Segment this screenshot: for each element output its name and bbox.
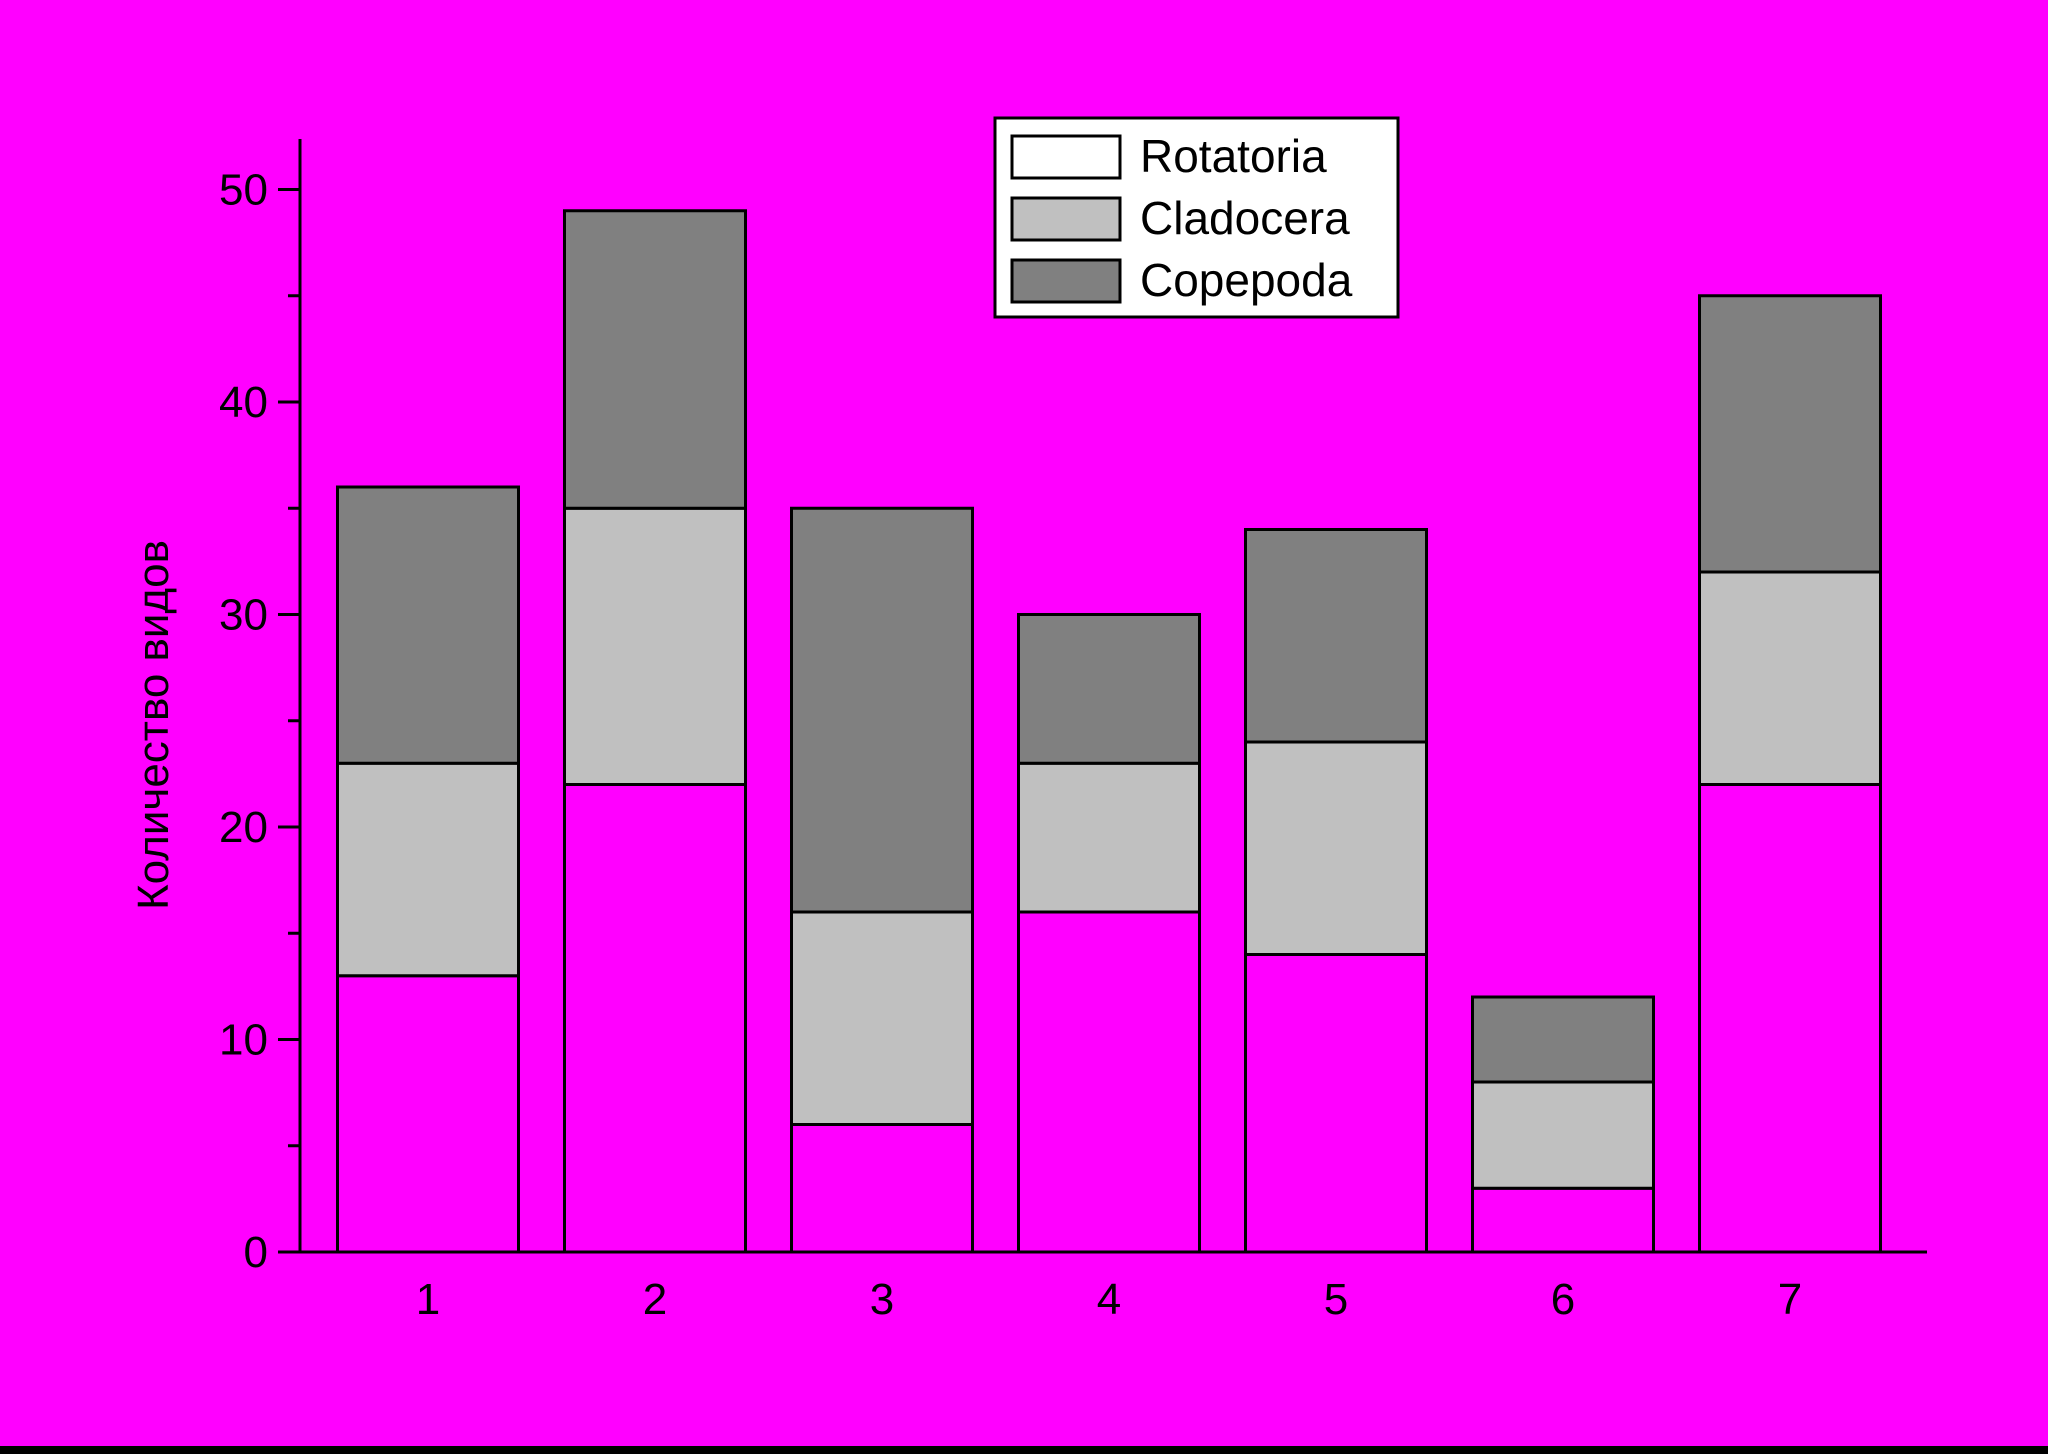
legend-label-copepoda: Copepoda <box>1140 254 1353 306</box>
bar-rotatoria-4 <box>1017 910 1201 1254</box>
x-tick-label-3: 3 <box>870 1275 894 1324</box>
y-tick-label-40: 40 <box>219 378 268 427</box>
legend: Rotatoria Cladocera Copepoda <box>993 116 1400 319</box>
legend-label-rotatoria: Rotatoria <box>1140 130 1327 182</box>
bar-copepoda-2 <box>563 209 747 510</box>
legend-label-cladocera: Cladocera <box>1140 192 1350 244</box>
bar-cladocera-2 <box>563 506 747 786</box>
bar-cladocera-3 <box>790 910 974 1126</box>
bar-copepoda-3 <box>790 506 974 914</box>
bar-rotatoria-1 <box>336 974 520 1254</box>
y-axis-label: Количество видов <box>129 540 178 910</box>
bar-rotatoria-5 <box>1244 953 1428 1254</box>
y-tick-label-50: 50 <box>219 166 268 215</box>
bar-rotatoria-3 <box>790 1123 974 1254</box>
y-tick-label-20: 20 <box>219 803 268 852</box>
x-tick-label-7: 7 <box>1778 1275 1802 1324</box>
bar-copepoda-4 <box>1017 613 1201 765</box>
y-tick-label-10: 10 <box>219 1016 268 1065</box>
legend-swatch-cladocera <box>1010 196 1122 242</box>
bar-cladocera-7 <box>1698 570 1882 786</box>
x-tick-label-2: 2 <box>643 1275 667 1324</box>
y-tick-label-0: 0 <box>244 1228 268 1277</box>
bar-rotatoria-7 <box>1698 783 1882 1254</box>
x-tick-label-6: 6 <box>1551 1275 1575 1324</box>
bar-copepoda-1 <box>336 485 520 765</box>
bars-layer <box>336 209 1882 1254</box>
bar-rotatoria-6 <box>1471 1186 1655 1254</box>
bar-cladocera-6 <box>1471 1080 1655 1190</box>
bar-rotatoria-2 <box>563 783 747 1254</box>
x-tick-label-4: 4 <box>1097 1275 1121 1324</box>
bar-copepoda-6 <box>1471 995 1655 1084</box>
axes-layer: 1 2 3 4 5 6 7 0 10 20 30 40 50 <box>219 139 1927 1324</box>
bar-cladocera-5 <box>1244 740 1428 956</box>
bar-copepoda-5 <box>1244 528 1428 744</box>
x-tick-label-1: 1 <box>416 1275 440 1324</box>
bar-copepoda-7 <box>1698 294 1882 574</box>
legend-swatch-rotatoria <box>1010 134 1122 180</box>
y-tick-label-30: 30 <box>219 591 268 640</box>
x-tick-label-5: 5 <box>1324 1275 1348 1324</box>
legend-swatch-copepoda <box>1010 258 1122 304</box>
bar-cladocera-1 <box>336 761 520 978</box>
bar-cladocera-4 <box>1017 761 1201 914</box>
